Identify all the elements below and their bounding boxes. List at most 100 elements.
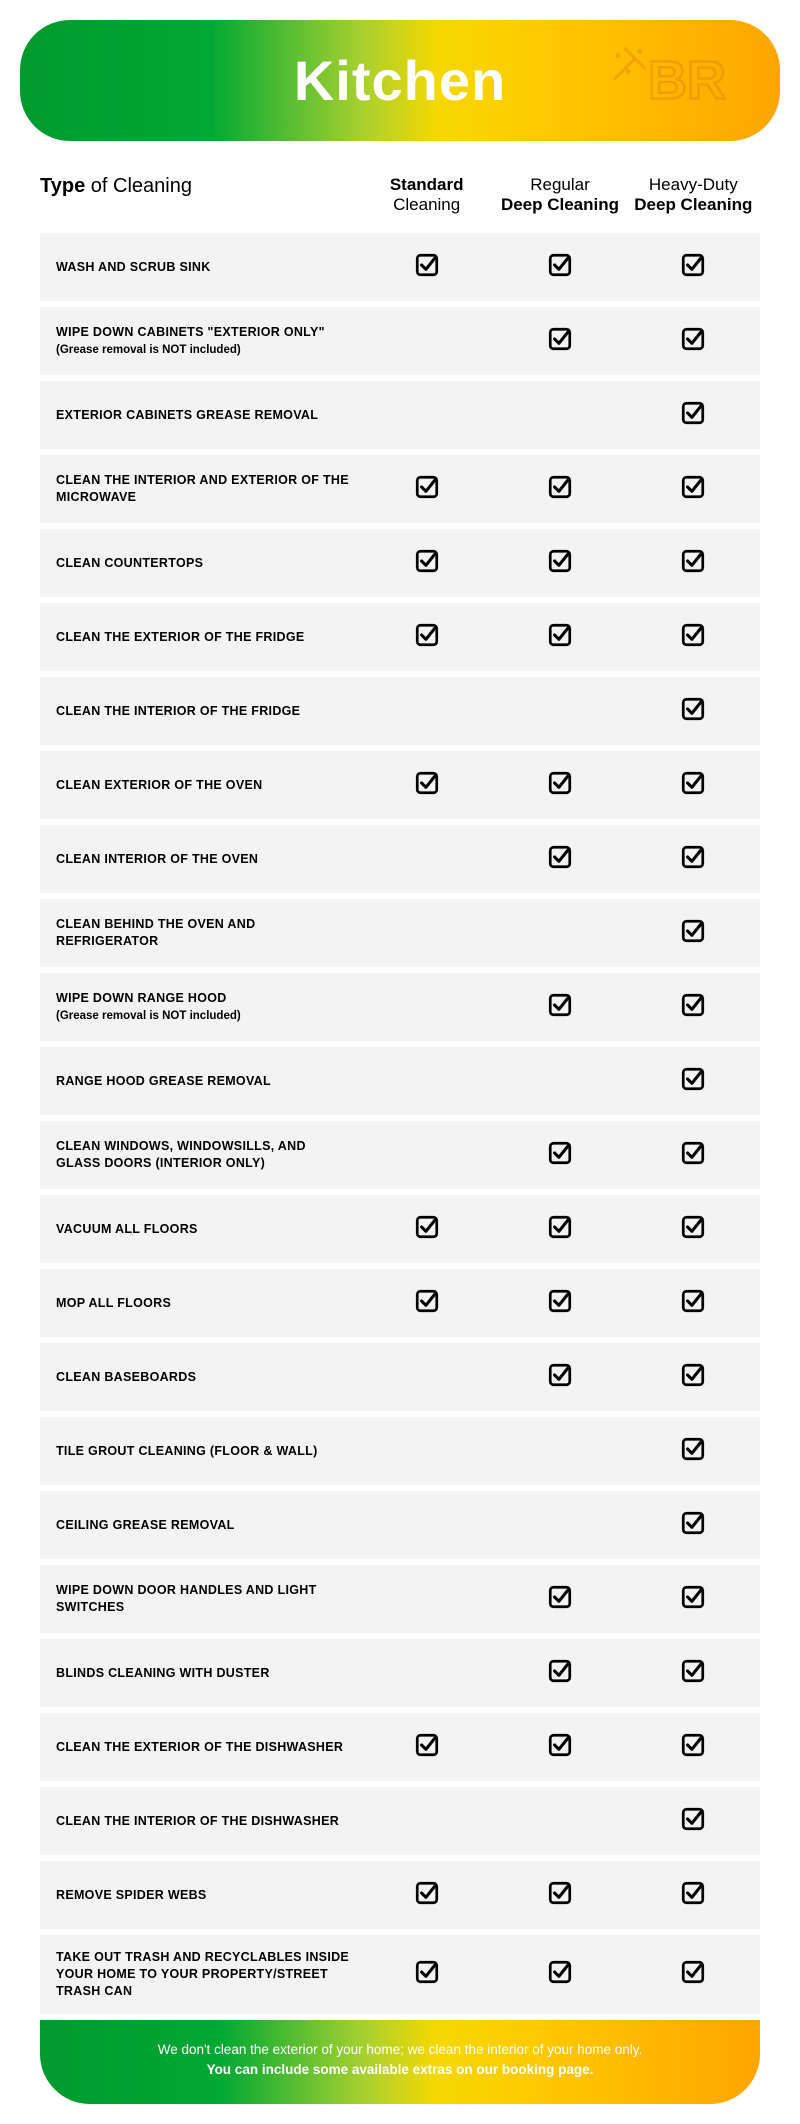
check-cell bbox=[627, 1959, 760, 1990]
column-headers: Type of Cleaning Standard Cleaning Regul… bbox=[20, 165, 780, 233]
checkmark-icon bbox=[680, 1819, 706, 1836]
checkmark-icon bbox=[680, 1597, 706, 1614]
checkmark-icon bbox=[680, 1893, 706, 1910]
check-cell bbox=[493, 992, 626, 1023]
check-cell bbox=[360, 770, 493, 801]
check-cell bbox=[493, 252, 626, 283]
checkmark-icon bbox=[414, 265, 440, 282]
checkmark-icon bbox=[680, 561, 706, 578]
row-label-text: CLEAN THE INTERIOR OF THE FRIDGE bbox=[56, 703, 352, 720]
checkmark-icon bbox=[547, 339, 573, 356]
svg-text:BR: BR bbox=[648, 50, 726, 110]
row-label-text: BLINDS CLEANING WITH DUSTER bbox=[56, 1665, 352, 1682]
row-label-text: WASH AND SCRUB SINK bbox=[56, 259, 352, 276]
row-label-text: EXTERIOR CABINETS GREASE REMOVAL bbox=[56, 407, 352, 424]
table-row: CLEAN INTERIOR OF THE OVEN bbox=[40, 825, 760, 893]
check-cell bbox=[627, 474, 760, 505]
check-cell bbox=[627, 326, 760, 357]
check-cell bbox=[493, 844, 626, 875]
checkmark-icon bbox=[547, 561, 573, 578]
check-cell bbox=[627, 400, 760, 431]
row-label: CLEAN WINDOWS, WINDOWSILLS, AND GLASS DO… bbox=[40, 1138, 360, 1172]
check-cell bbox=[627, 992, 760, 1023]
row-label: CLEAN THE EXTERIOR OF THE FRIDGE bbox=[40, 629, 360, 646]
table-row: CLEAN COUNTERTOPS bbox=[40, 529, 760, 597]
row-label: CLEAN THE INTERIOR AND EXTERIOR OF THE M… bbox=[40, 472, 360, 506]
table-row: WIPE DOWN DOOR HANDLES AND LIGHT SWITCHE… bbox=[40, 1565, 760, 1633]
row-label: CEILING GREASE REMOVAL bbox=[40, 1517, 360, 1534]
check-cell bbox=[360, 1880, 493, 1911]
row-label-text: RANGE HOOD GREASE REMOVAL bbox=[56, 1073, 352, 1090]
table-row: TAKE OUT TRASH AND RECYCLABLES INSIDE YO… bbox=[40, 1935, 760, 2014]
row-label-text: MOP ALL FLOORS bbox=[56, 1295, 352, 1312]
check-cell bbox=[627, 1732, 760, 1763]
check-cell bbox=[627, 1658, 760, 1689]
row-label-text: CLEAN INTERIOR OF THE OVEN bbox=[56, 851, 352, 868]
row-label-text: CEILING GREASE REMOVAL bbox=[56, 1517, 352, 1534]
row-label-text: VACUUM ALL FLOORS bbox=[56, 1221, 352, 1238]
row-label: VACUUM ALL FLOORS bbox=[40, 1221, 360, 1238]
table-row: RANGE HOOD GREASE REMOVAL bbox=[40, 1047, 760, 1115]
row-label-text: WIPE DOWN DOOR HANDLES AND LIGHT SWITCHE… bbox=[56, 1582, 352, 1616]
check-cell bbox=[627, 1288, 760, 1319]
checkmark-icon bbox=[680, 1972, 706, 1989]
check-cell bbox=[360, 1732, 493, 1763]
page-title: Kitchen bbox=[294, 49, 506, 112]
check-cell bbox=[627, 252, 760, 283]
table-row: CLEAN THE INTERIOR OF THE FRIDGE bbox=[40, 677, 760, 745]
row-label-text: TILE GROUT CLEANING (FLOOR & WALL) bbox=[56, 1443, 352, 1460]
check-cell bbox=[360, 474, 493, 505]
check-cell bbox=[360, 1959, 493, 1990]
checkmark-icon bbox=[680, 1079, 706, 1096]
checkmark-icon bbox=[547, 857, 573, 874]
check-cell bbox=[627, 1066, 760, 1097]
check-cell bbox=[493, 1880, 626, 1911]
table-row: VACUUM ALL FLOORS bbox=[40, 1195, 760, 1263]
checkmark-icon bbox=[680, 783, 706, 800]
row-label: CLEAN THE INTERIOR OF THE DISHWASHER bbox=[40, 1813, 360, 1830]
checkmark-icon bbox=[680, 1153, 706, 1170]
check-cell bbox=[627, 548, 760, 579]
table-row: WASH AND SCRUB SINK bbox=[40, 233, 760, 301]
row-label: TAKE OUT TRASH AND RECYCLABLES INSIDE YO… bbox=[40, 1949, 360, 2000]
check-cell bbox=[627, 1806, 760, 1837]
checkmark-icon bbox=[547, 1227, 573, 1244]
checkmark-icon bbox=[680, 1227, 706, 1244]
header-banner: Kitchen BR bbox=[20, 20, 780, 141]
check-cell bbox=[493, 1658, 626, 1689]
table-row: CLEAN THE EXTERIOR OF THE FRIDGE bbox=[40, 603, 760, 671]
checkmark-icon bbox=[680, 1745, 706, 1762]
checkmark-icon bbox=[547, 1375, 573, 1392]
table-row: CLEAN EXTERIOR OF THE OVEN bbox=[40, 751, 760, 819]
checkmark-icon bbox=[547, 1893, 573, 1910]
table-row: CLEAN THE INTERIOR AND EXTERIOR OF THE M… bbox=[40, 455, 760, 523]
tier-header-heavy-deep: Heavy-Duty Deep Cleaning bbox=[627, 175, 760, 215]
checkmark-icon bbox=[414, 1745, 440, 1762]
check-cell bbox=[493, 622, 626, 653]
checkmark-icon bbox=[414, 783, 440, 800]
checkmark-icon bbox=[680, 1671, 706, 1688]
check-cell bbox=[493, 1362, 626, 1393]
checkmark-icon bbox=[414, 487, 440, 504]
table-row: BLINDS CLEANING WITH DUSTER bbox=[40, 1639, 760, 1707]
row-label: WIPE DOWN RANGE HOOD(Grease removal is N… bbox=[40, 990, 360, 1024]
checkmark-icon bbox=[547, 783, 573, 800]
row-label-text: WIPE DOWN RANGE HOOD bbox=[56, 990, 352, 1007]
checkmark-icon bbox=[680, 1523, 706, 1540]
row-label: WASH AND SCRUB SINK bbox=[40, 259, 360, 276]
check-cell bbox=[493, 1214, 626, 1245]
row-label-text: REMOVE SPIDER WEBS bbox=[56, 1887, 352, 1904]
footer-text-2: You can include some available extras on… bbox=[80, 2060, 720, 2080]
row-label: EXTERIOR CABINETS GREASE REMOVAL bbox=[40, 407, 360, 424]
row-label-text: WIPE DOWN CABINETS "EXTERIOR ONLY" bbox=[56, 324, 352, 341]
check-cell bbox=[627, 1362, 760, 1393]
brand-logo: BR bbox=[610, 43, 730, 118]
row-label-text: CLEAN WINDOWS, WINDOWSILLS, AND GLASS DO… bbox=[56, 1138, 352, 1172]
check-cell bbox=[627, 1140, 760, 1171]
table-row: CEILING GREASE REMOVAL bbox=[40, 1491, 760, 1559]
check-cell bbox=[627, 844, 760, 875]
checkmark-icon bbox=[680, 1375, 706, 1392]
checkmark-icon bbox=[414, 635, 440, 652]
row-label-text: CLEAN THE EXTERIOR OF THE FRIDGE bbox=[56, 629, 352, 646]
row-label: REMOVE SPIDER WEBS bbox=[40, 1887, 360, 1904]
